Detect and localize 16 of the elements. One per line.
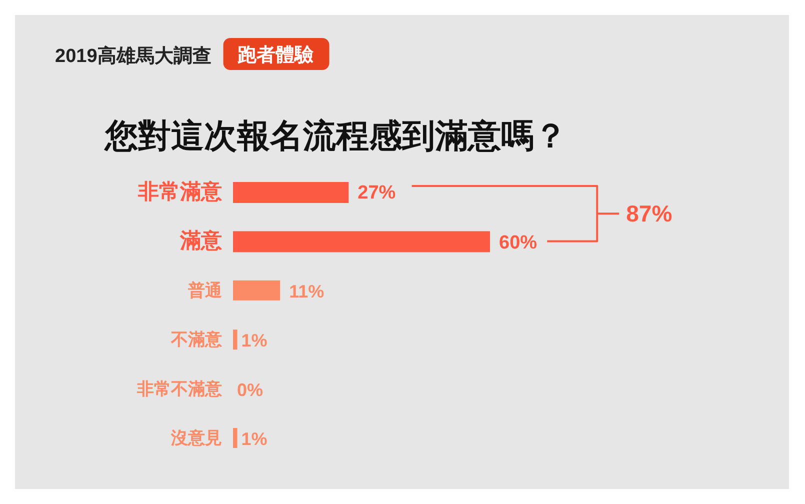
subtitle: 2019高雄馬大調查 [55, 46, 212, 67]
data-label: 0% [237, 380, 264, 400]
y-tick-label: 不滿意 [170, 330, 223, 350]
y-tick-label: 滿意 [179, 228, 223, 253]
data-label: 1% [241, 330, 268, 351]
y-tick-label: 非常不滿意 [136, 379, 223, 398]
data-label: 11% [289, 281, 324, 302]
y-tick-label: 非常滿意 [137, 180, 223, 204]
y-tick-label: 普通 [187, 280, 222, 300]
y-tick-label: 沒意見 [170, 428, 222, 448]
tag: 跑者體驗 [223, 38, 330, 70]
title: 您對這次報名流程感到滿意嗎？ [105, 117, 567, 154]
bracket-label: 87% [626, 200, 672, 227]
data-label: 1% [241, 429, 268, 449]
data-label: 27% [358, 182, 396, 204]
data-label: 60% [499, 232, 538, 254]
